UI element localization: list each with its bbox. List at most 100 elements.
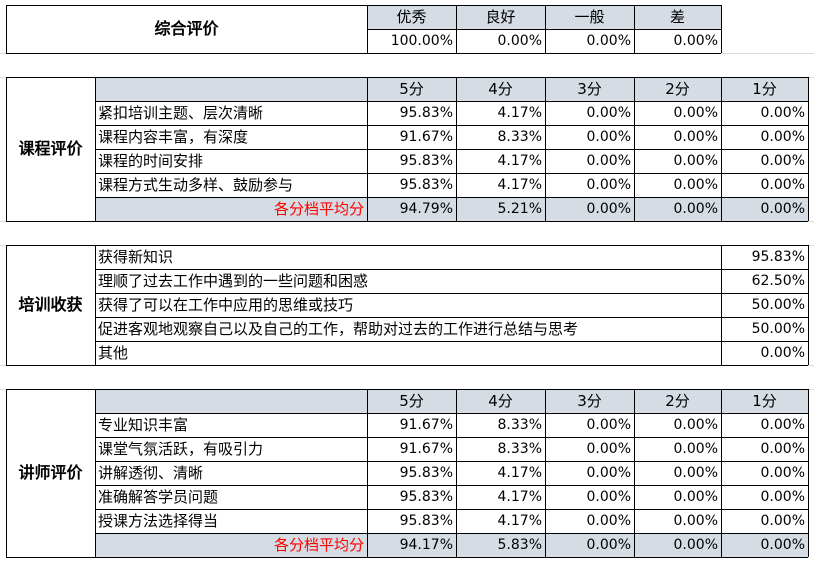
course-row-label: 课程的时间安排 — [98, 151, 204, 170]
gains-row-value: 0.00% — [760, 345, 805, 361]
gains-row-label: 获得了可以在工作中应用的思维或技巧 — [98, 295, 354, 314]
teacher-row-value: 8.33% — [497, 441, 542, 457]
teacher-row-value: 0.00% — [760, 417, 805, 433]
teacher-row-value: 91.67% — [399, 441, 453, 457]
teacher-row-value: 0.00% — [673, 489, 718, 505]
teacher-avg-value: 0.00% — [721, 533, 808, 557]
grid-line — [456, 77, 457, 221]
grid-line — [95, 485, 808, 486]
teacher-avg-value: 0.00% — [634, 533, 721, 557]
grid-line — [6, 77, 7, 221]
teacher-row-value: 0.00% — [586, 489, 631, 505]
course-row-label: 课程方式生动多样、鼓励参与 — [98, 175, 294, 194]
teacher-row-value: 0.00% — [586, 417, 631, 433]
overall-value: 0.00% — [673, 33, 718, 49]
teacher-row-value: 95.83% — [399, 489, 453, 505]
teacher-avg-value: 94.17% — [367, 533, 456, 557]
gains-row-value: 50.00% — [751, 321, 805, 337]
overall-value: 0.00% — [497, 33, 542, 49]
teacher-row-value: 0.00% — [586, 465, 631, 481]
teacher-avg-value: 0.00% — [545, 533, 634, 557]
overall-header: 一般 — [545, 5, 634, 29]
course-row-value: 0.00% — [673, 129, 718, 145]
grid-line — [367, 77, 368, 221]
course-row-value: 95.83% — [399, 153, 453, 169]
teacher-row-value: 95.83% — [399, 465, 453, 481]
grid-line — [95, 173, 808, 174]
grid-line — [6, 5, 721, 6]
grid-line — [721, 389, 722, 557]
grid-line — [6, 245, 7, 365]
grid-line — [95, 101, 808, 102]
grid-line — [6, 53, 721, 54]
course-row-value: 4.17% — [497, 105, 542, 121]
course-avg-label: 各分档平均分 — [95, 197, 367, 221]
teacher-avg-label: 各分档平均分 — [95, 533, 367, 557]
course-row-label: 课程内容丰富，有深度 — [98, 127, 249, 146]
overall-header: 优秀 — [367, 5, 456, 29]
grid-line — [95, 245, 96, 365]
course-row-value: 4.17% — [497, 153, 542, 169]
course-row-value: 4.17% — [497, 177, 542, 193]
course-score-header: 4分 — [456, 77, 545, 101]
grid-line — [6, 221, 808, 222]
teacher-row-value: 91.67% — [399, 417, 453, 433]
teacher-avg-value: 5.83% — [456, 533, 545, 557]
grid-line — [6, 365, 808, 366]
course-row-label: 紧扣培训主题、层次清晰 — [98, 103, 264, 122]
course-section-title: 课程评价 — [18, 139, 83, 158]
course-row-value: 0.00% — [673, 105, 718, 121]
course-avg-value: 94.79% — [367, 197, 456, 221]
course-row-value: 0.00% — [673, 153, 718, 169]
grid-line — [6, 245, 808, 246]
grid-line — [95, 293, 808, 294]
grid-line — [367, 5, 368, 53]
course-header-blank — [95, 77, 367, 101]
teacher-row-value: 0.00% — [673, 441, 718, 457]
overall-value: 100.00% — [390, 33, 453, 49]
course-row-value: 0.00% — [760, 177, 805, 193]
grid-line — [367, 389, 368, 557]
grid-line — [721, 5, 722, 53]
grid-line — [721, 245, 722, 365]
teacher-row-value: 4.17% — [497, 465, 542, 481]
grid-line — [95, 77, 96, 221]
gains-row-value: 50.00% — [751, 297, 805, 313]
teacher-row-value: 0.00% — [673, 513, 718, 529]
course-row-value: 0.00% — [586, 177, 631, 193]
teacher-row-label: 讲解透彻、清晰 — [98, 463, 204, 482]
overall-header: 差 — [634, 5, 721, 29]
grid-line — [6, 557, 808, 558]
course-row-value: 95.83% — [399, 177, 453, 193]
grid-line — [721, 77, 722, 221]
teacher-row-value: 0.00% — [586, 513, 631, 529]
grid-line — [95, 437, 808, 438]
grid-line — [95, 509, 808, 510]
grid-line — [545, 77, 546, 221]
course-row-value: 0.00% — [760, 105, 805, 121]
grid-line — [367, 29, 721, 30]
grid-line — [95, 149, 808, 150]
grid-line — [808, 389, 809, 557]
grid-line — [808, 245, 809, 365]
course-row-value: 0.00% — [760, 153, 805, 169]
course-row-value: 0.00% — [586, 105, 631, 121]
teacher-header-blank — [95, 389, 367, 413]
course-row-value: 0.00% — [586, 153, 631, 169]
course-score-header: 5分 — [367, 77, 456, 101]
course-row-value: 91.67% — [399, 129, 453, 145]
overall-title: 综合评价 — [154, 19, 219, 38]
course-row-value: 8.33% — [497, 129, 542, 145]
teacher-row-value: 0.00% — [673, 417, 718, 433]
grid-line — [95, 341, 808, 342]
grid-line — [95, 125, 808, 126]
course-avg-value: 0.00% — [545, 197, 634, 221]
grid-line — [545, 5, 546, 53]
course-avg-value: 0.00% — [634, 197, 721, 221]
grid-line — [95, 317, 808, 318]
overall-header: 良好 — [456, 5, 545, 29]
teacher-row-label: 准确解答学员问题 — [98, 487, 219, 506]
course-row-value: 95.83% — [399, 105, 453, 121]
course-row-value: 0.00% — [586, 129, 631, 145]
gains-row-value: 95.83% — [751, 249, 805, 265]
